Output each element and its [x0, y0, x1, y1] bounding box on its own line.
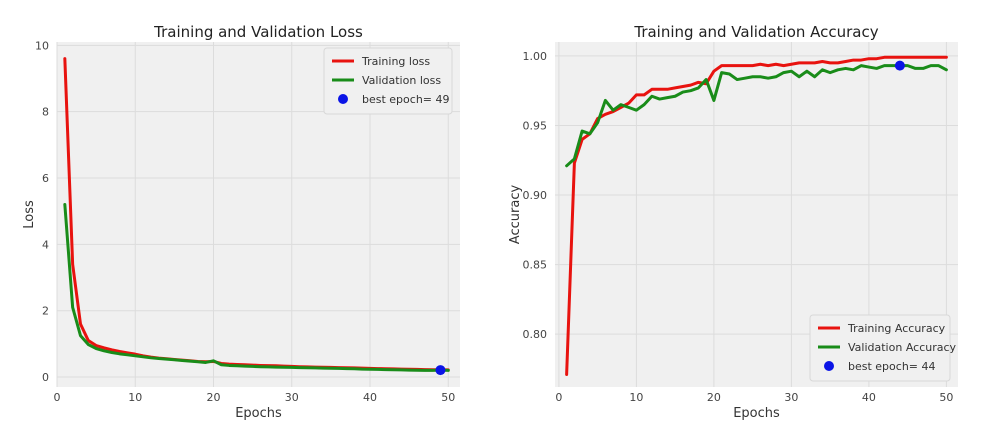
loss-legend-dot-swatch [338, 94, 348, 104]
accuracy-grid [555, 42, 958, 387]
loss-y-tick-label: 10 [35, 39, 49, 52]
accuracy-chart-title: Training and Validation Accuracy [633, 23, 878, 41]
loss-y-axis-label: Loss [22, 200, 37, 229]
accuracy-legend-entry: Validation Accuracy [848, 341, 957, 354]
loss-x-tick-label: 30 [285, 391, 299, 404]
loss-series-validation-loss-line [63, 203, 450, 372]
loss-x-axis-label: Epochs [235, 406, 282, 421]
accuracy-x-tick-label: 30 [784, 391, 798, 404]
loss-y-tick-label: 6 [42, 172, 49, 185]
loss-chart: 0 10 20 30 40 50 0 2 4 6 8 10 Training and Validatio… [22, 23, 460, 421]
loss-y-tick-label: 2 [42, 305, 49, 318]
loss-x-tick-label: 0 [54, 391, 61, 404]
loss-legend-entry: best epoch= 49 [362, 93, 450, 106]
accuracy-x-tick-label: 10 [629, 391, 643, 404]
accuracy-y-tick-label: 0.90 [523, 189, 548, 202]
loss-legend-box [323, 47, 453, 115]
accuracy-legend: Training Accuracy Validation Accuracy best… [809, 314, 957, 382]
loss-chart-title: Training and Validation Loss [153, 23, 363, 41]
accuracy-legend-dot-swatch [824, 361, 834, 371]
accuracy-y-tick-label: 0.85 [523, 259, 548, 272]
accuracy-y-tick-label: 0.95 [523, 119, 548, 132]
accuracy-y-axis-label: Accuracy [508, 185, 523, 245]
loss-legend: Training loss Validation loss best epoch= … [323, 47, 453, 115]
accuracy-best-epoch-point [894, 60, 905, 71]
accuracy-legend-entry: best epoch= 44 [848, 360, 936, 373]
accuracy-y-tick-label: 1.00 [523, 50, 548, 63]
accuracy-chart: 0 10 20 30 40 50 0.80 0.85 0.90 0.95 1.00 Training … [508, 23, 958, 421]
accuracy-x-tick-label: 40 [862, 391, 876, 404]
loss-legend-entry: Training loss [361, 55, 430, 68]
accuracy-x-tick-label: 20 [707, 391, 721, 404]
accuracy-x-tick-label: 0 [555, 391, 562, 404]
accuracy-legend-box [809, 314, 951, 382]
accuracy-legend-entry: Training Accuracy [847, 322, 946, 335]
accuracy-y-tick-label: 0.80 [523, 328, 548, 341]
loss-best-epoch-point [435, 365, 446, 376]
accuracy-x-axis-label: Epochs [733, 406, 780, 421]
loss-x-tick-label: 10 [128, 391, 142, 404]
accuracy-series-training-accuracy-line [565, 55, 948, 376]
loss-x-tick-label: 20 [207, 391, 221, 404]
loss-y-tick-label: 8 [42, 106, 49, 119]
loss-y-tick-label: 4 [42, 238, 49, 251]
accuracy-series-validation-accuracy-line [565, 64, 948, 168]
loss-y-tick-label: 0 [42, 371, 49, 384]
accuracy-x-tick-label: 50 [939, 391, 953, 404]
loss-x-tick-label: 40 [363, 391, 377, 404]
loss-x-tick-label: 50 [441, 391, 455, 404]
loss-legend-entry: Validation loss [362, 74, 441, 87]
